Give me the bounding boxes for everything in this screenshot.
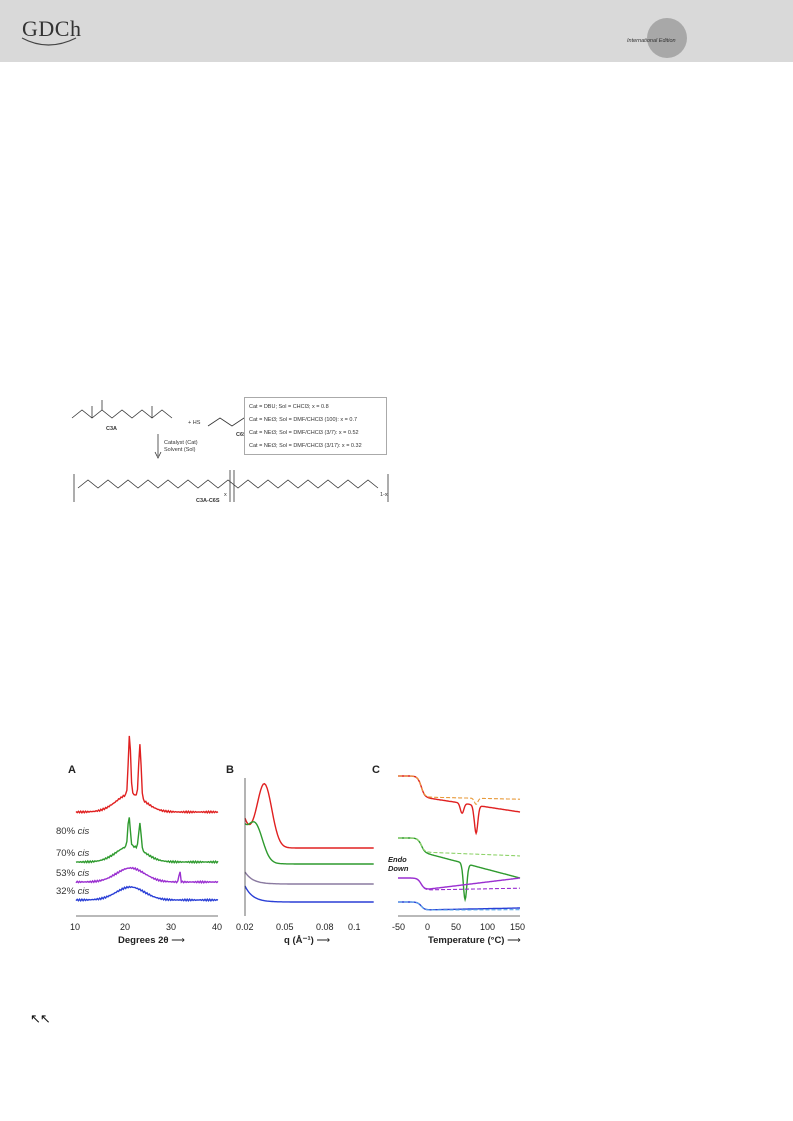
tick-label: 50 [451, 922, 462, 932]
monomer-a-structure [71, 409, 173, 419]
conditions-box: Cat = DBU; Sol = CHCl3; x = 0.8 Cat = NE… [244, 397, 387, 455]
xrd-trace [75, 817, 219, 864]
condition-line: Cat = NEt3; Sol = DMF/CHCl3 (3/7): x = 0… [249, 430, 359, 436]
tick-label: 150 [510, 922, 526, 932]
logo-text: GDCh [22, 16, 82, 41]
axis-title-a: Degrees 2θ ⟶ [118, 935, 185, 946]
journal-header: GDCh International Edition [0, 0, 793, 62]
axis-title-b: q (Å⁻¹) ⟶ [284, 935, 331, 946]
monomer-a-label: C3A [106, 426, 117, 432]
saxs-trace [244, 871, 374, 885]
edition-badge-icon [647, 18, 687, 58]
axis-title-c: Temperature (°C) ⟶ [428, 935, 521, 946]
tick-label: 0.05 [276, 922, 294, 932]
condition-line: Cat = NEt3; Sol = DMF/CHCl3 (3/17): x = … [249, 443, 362, 449]
tick-label: 0.08 [316, 922, 334, 932]
tick-label: 40 [212, 922, 223, 932]
tick-label: 0 [425, 922, 431, 932]
condition-line: Cat = DBU; Sol = CHCl3; x = 0.8 [249, 404, 329, 410]
polymer-structure [73, 474, 379, 502]
dsc-trace [398, 901, 520, 911]
dsc-dashed-trace [398, 775, 521, 805]
logo-arc-icon [21, 37, 77, 46]
tick-label: 100 [480, 922, 496, 932]
saxs-trace [244, 782, 374, 849]
panel-a-letter: A [68, 764, 76, 776]
series-label-80: 80% cis [56, 826, 90, 837]
condition-line: Cat = NEt3; Sol = DMF/CHCl3 (100): x = 0… [249, 417, 358, 423]
saxs-trace [244, 885, 374, 903]
series-label-32: 32% cis [56, 886, 90, 897]
tick-label: 30 [166, 922, 177, 932]
monomer-b-label: C6S [236, 432, 247, 438]
tick-label: 10 [70, 922, 81, 932]
tick-label: 20 [120, 922, 131, 932]
saxs-trace [244, 821, 374, 865]
corner-arrows-icon[interactable]: ↖↖ [30, 1011, 51, 1026]
tick-label: -50 [392, 922, 406, 932]
dsc-trace [398, 837, 521, 903]
xrd-trace [75, 885, 219, 902]
dsc-trace [398, 877, 521, 890]
tick-label: 0.1 [348, 922, 361, 932]
reagent-line1: Catalyst (Cat) [164, 440, 198, 446]
dsc-dashed-trace [398, 837, 520, 857]
dsc-trace [398, 775, 521, 836]
xrd-trace [75, 735, 219, 814]
dsc-dashed-trace [398, 901, 520, 911]
series-label-53: 53% cis [56, 868, 90, 879]
reagent-line2: Solvent (Sol) [164, 447, 196, 453]
dsc-dashed-trace [398, 877, 520, 891]
svg-text:1-x: 1-x [380, 492, 388, 498]
edition-label: International Edition [627, 38, 676, 44]
tick-label: 0.02 [236, 922, 254, 932]
panel-b-letter: B [226, 764, 234, 776]
gdch-logo: GDCh [21, 16, 82, 46]
endo-down-label: Endo Down [388, 855, 409, 873]
series-label-70: 70% cis [56, 848, 90, 859]
panel-c-letter: C [372, 764, 380, 776]
xrd-trace [75, 866, 219, 884]
svg-text:+ HS: + HS [188, 420, 201, 426]
svg-text:x: x [224, 492, 227, 498]
polymer-label: C3A-C6S [196, 498, 220, 504]
